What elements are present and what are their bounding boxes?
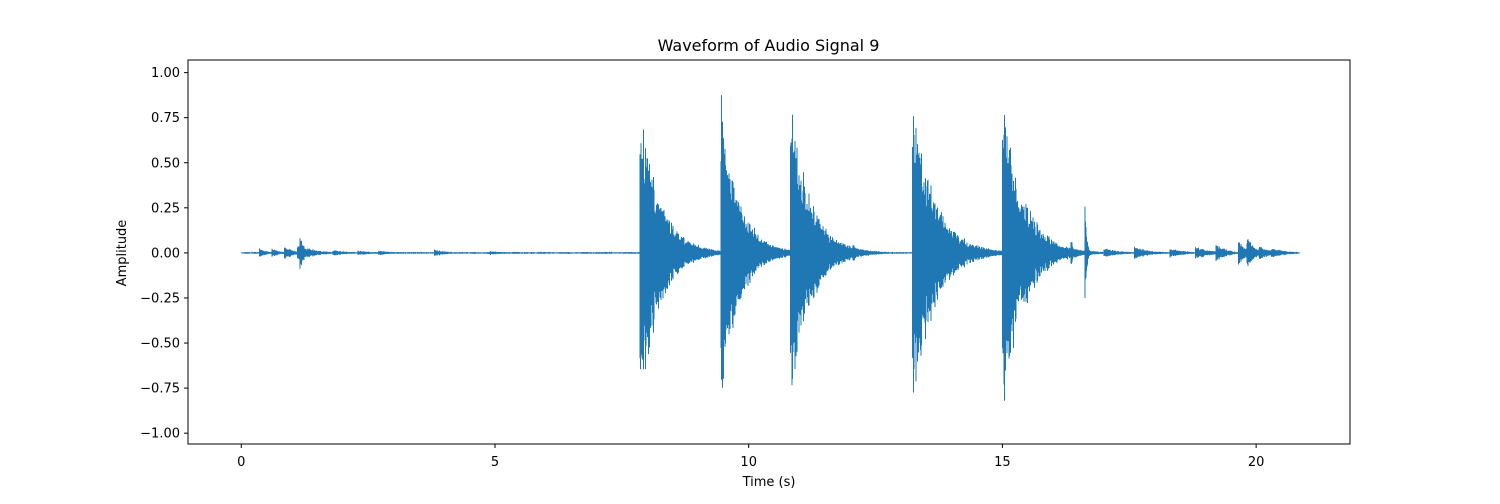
y-tick-label: −0.75	[140, 382, 180, 397]
y-tick-label: −0.50	[140, 337, 180, 352]
x-tick-label: 0	[237, 455, 245, 470]
chart-title: Waveform of Audio Signal 9	[658, 36, 880, 55]
x-tick-label: 5	[491, 455, 499, 470]
y-tick-label: 1.00	[151, 66, 180, 81]
axes-frame	[187, 59, 1351, 445]
x-tick-label: 20	[1248, 455, 1265, 470]
x-tick-label: 15	[994, 455, 1011, 470]
y-axis-label: Amplitude	[115, 220, 130, 287]
x-tick-label: 10	[740, 455, 757, 470]
y-tick-label: −1.00	[140, 427, 180, 442]
x-axis-ticks: 0 5 10 15 20	[237, 444, 1264, 470]
x-axis-label: Time (s)	[742, 475, 796, 490]
waveform-series-line	[241, 95, 1300, 401]
y-axis-ticks: 1.00 0.75 0.50 0.25 0.00 −0.25 −0.50 −0.75 −1.00	[140, 66, 188, 442]
y-tick-label: 0.25	[151, 201, 180, 216]
y-tick-label: 0.00	[151, 246, 180, 261]
plot-area	[241, 95, 1300, 401]
y-tick-label: −0.25	[140, 291, 180, 306]
y-tick-label: 0.50	[151, 156, 180, 171]
y-tick-label: 0.75	[151, 111, 180, 126]
